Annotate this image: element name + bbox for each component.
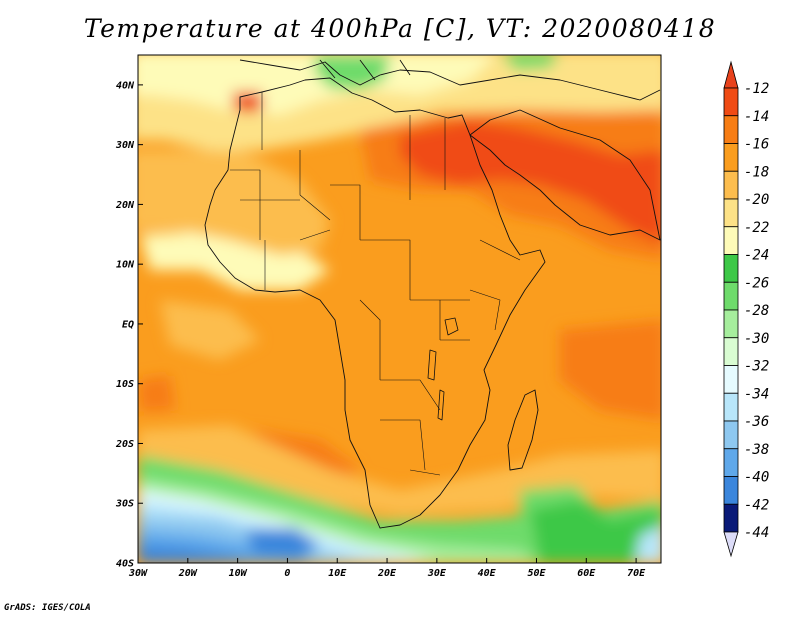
lon-axis: 30W 20W 10W 0 10E 20E 30E 40E 50E 60E 70E [128, 558, 646, 579]
field-pale-mid [140, 230, 330, 290]
lat-tick-label: 10S [116, 379, 134, 390]
field-mild-patches [160, 300, 260, 360]
colorbar-label: -32 [744, 359, 769, 375]
coastline-layer [204, 59, 661, 529]
field-green-med [315, 55, 390, 90]
colorbar-box [723, 281, 739, 311]
page-title: Temperature at 400hPa [C], VT: 202008041… [83, 14, 717, 43]
colorbar-label: -42 [744, 497, 769, 513]
colorbar-label: -38 [744, 442, 769, 458]
colorbar-label: -36 [744, 414, 769, 430]
temperature-field [138, 55, 661, 563]
lat-tick-label: 40N [116, 80, 135, 91]
plot-frame [137, 54, 662, 564]
colorbar-box [723, 503, 739, 533]
colorbar-box [723, 420, 739, 450]
colorbar-box [723, 254, 739, 283]
lat-tick-label: EQ [122, 319, 134, 330]
colorbar-box [723, 448, 739, 477]
colorbar-label: -16 [744, 137, 769, 153]
colorbar-label: -34 [744, 386, 769, 402]
lon-tick-label: 70E [627, 568, 646, 579]
field-green-southeast [530, 500, 660, 563]
lon-tick-label: 50E [527, 568, 546, 579]
colorbar-box [723, 115, 739, 144]
field-warm-east-ocean [560, 320, 661, 420]
lon-tick-label: 20W [178, 568, 198, 579]
lat-tick-label: 30N [115, 140, 135, 151]
lat-tick-label: 30S [115, 499, 134, 510]
colorbar-box [723, 309, 739, 339]
field-hot-morocco [232, 92, 262, 112]
lat-axis: 40N 30N 20N 10N EQ 10S 20S 30S 40S [115, 80, 143, 570]
colorbar-label: -12 [744, 81, 769, 97]
colorbar-under-triangle [723, 531, 739, 558]
field-deepblue-south [138, 545, 260, 563]
field-hot-arabia [400, 120, 661, 244]
lon-tick-label: 20E [377, 568, 397, 579]
field-warm-south-band [250, 430, 360, 480]
colorbar-box [723, 143, 739, 172]
field-green-med-east [502, 55, 559, 70]
colorbar: -12 -14 -16 -18 -20 -22 -24 -26 -28 -30 -32 -34 -36 -… [723, 60, 769, 558]
colorbar-label: -28 [744, 303, 769, 319]
lon-tick-label: 40E [478, 568, 497, 579]
field-sky-east [635, 526, 661, 563]
lon-tick-label: 10E [328, 568, 347, 579]
colorbar-label: -22 [744, 220, 769, 236]
lon-tick-label: 10W [229, 568, 248, 579]
europe-coastline [239, 59, 661, 101]
lat-tick-label: 20N [115, 200, 135, 211]
country-borders [230, 92, 521, 476]
madagascar-coastline [507, 389, 539, 471]
field-deepblue-blob [245, 528, 320, 558]
lon-tick-label: 60E [577, 568, 596, 579]
credit-label: GrADS: IGES/COLA [4, 603, 91, 613]
colorbar-label: -26 [744, 275, 769, 291]
colorbar-over-triangle [723, 60, 739, 89]
field-warm-atlantic [138, 375, 175, 412]
colorbar-box [723, 170, 739, 200]
lat-tick-label: 10N [116, 260, 135, 271]
colorbar-label: -44 [744, 525, 769, 541]
lon-tick-label: 0 [284, 568, 290, 579]
colorbar-box [723, 392, 739, 422]
colorbar-label: -24 [744, 248, 769, 264]
field-mild-west [138, 150, 330, 255]
colorbar-label: -30 [744, 331, 769, 347]
colorbar-label: -14 [744, 109, 769, 125]
colorbar-box [723, 365, 739, 394]
lon-tick-label: 30E [427, 568, 447, 579]
colorbar-box [723, 337, 739, 366]
lat-tick-label: 40S [116, 559, 134, 570]
colorbar-label: -18 [744, 164, 769, 180]
colorbar-box [723, 198, 739, 228]
arabia-coastline [469, 109, 661, 241]
colorbar-label: -20 [744, 192, 769, 208]
lakes [427, 317, 459, 421]
lat-tick-label: 20S [115, 439, 134, 450]
colorbar-box [723, 87, 739, 117]
colorbar-label: -40 [744, 470, 769, 486]
colorbar-box [723, 226, 739, 255]
colorbar-box [723, 476, 739, 505]
africa-coastline [204, 77, 546, 529]
lon-tick-label: 30W [128, 568, 148, 579]
